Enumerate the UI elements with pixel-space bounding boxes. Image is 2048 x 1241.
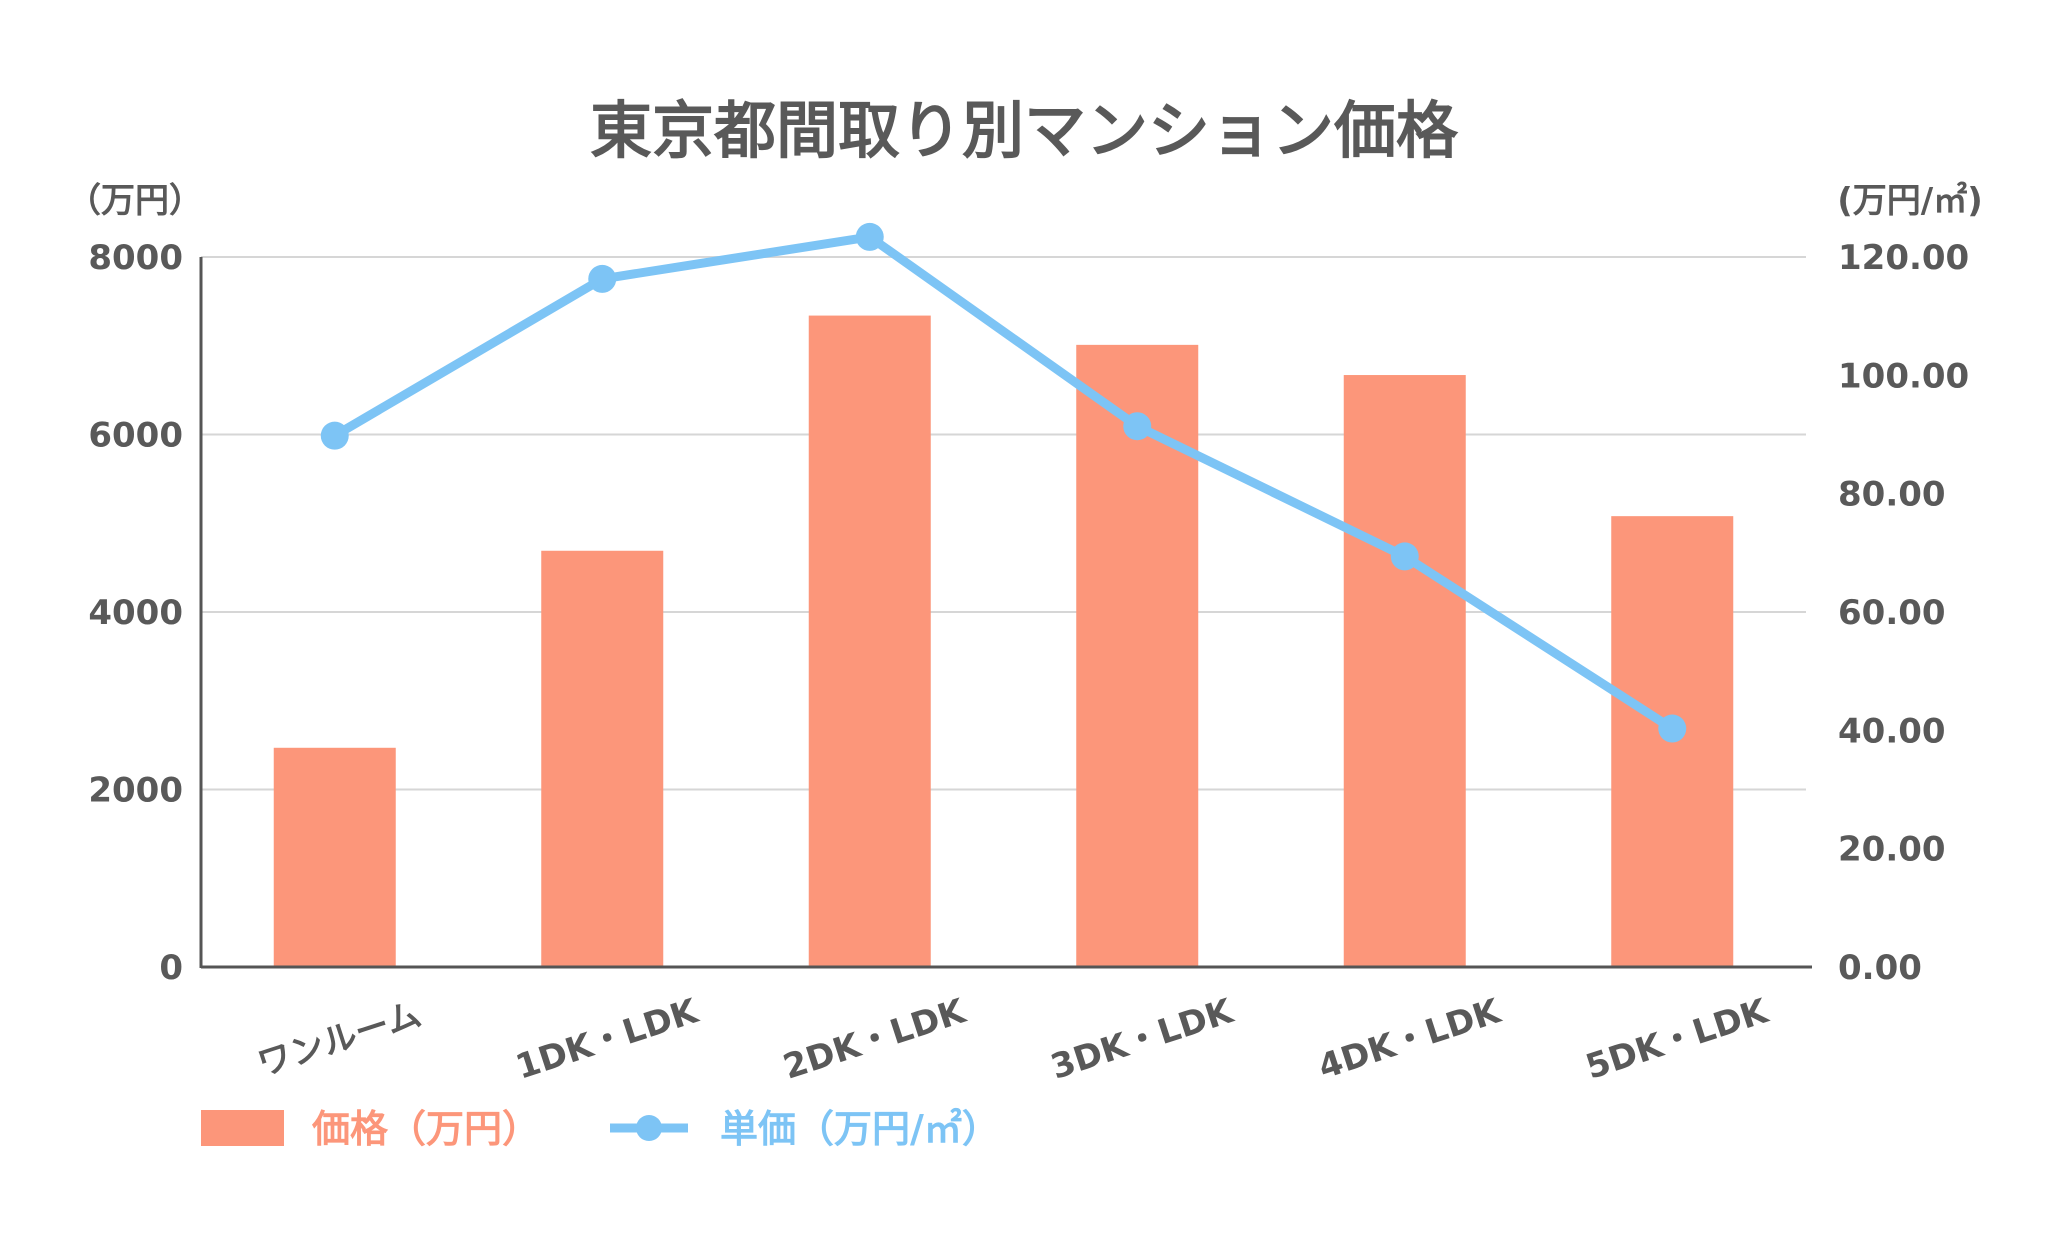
bar-2 [808, 315, 931, 967]
chart-title: 東京都間取り別マンション価格 [590, 94, 1459, 167]
unit-price-point-3 [1123, 412, 1152, 441]
unit-price-point-2 [855, 222, 884, 251]
left-axis-unit: （万円） [67, 181, 203, 221]
right-tick-label: 60.00 [1838, 593, 1946, 633]
right-tick-label: 120.00 [1838, 238, 1969, 278]
unit-price-point-1 [588, 264, 617, 293]
legend: 価格（万円） 単価（万円/㎡） [201, 1107, 1000, 1151]
legend-line-marker [636, 1115, 662, 1141]
x-tick-label: 2DK・LDK [779, 991, 972, 1088]
x-tick-label: ワンルーム [253, 994, 426, 1084]
legend-line-label: 単価（万円/㎡） [720, 1107, 1000, 1151]
x-tick-label: 4DK・LDK [1314, 991, 1507, 1088]
unit-price-line [332, 232, 1675, 733]
x-tick-label: 5DK・LDK [1581, 991, 1774, 1088]
right-tick-label: 0.00 [1838, 948, 1922, 988]
left-tick-label: 8000 [88, 238, 183, 278]
legend-bar-swatch [201, 1110, 284, 1146]
right-tick-label: 100.00 [1838, 356, 1969, 396]
bar-4 [1343, 375, 1466, 968]
x-tick-label: 3DK・LDK [1046, 991, 1239, 1088]
left-tick-label: 6000 [88, 416, 183, 456]
right-axis-unit: (万円/㎡) [1837, 181, 1983, 221]
bar-0 [273, 747, 396, 967]
unit-price-point-5 [1658, 714, 1687, 743]
right-tick-label: 20.00 [1838, 830, 1946, 870]
unit-price-point-4 [1390, 542, 1419, 571]
left-tick-label: 4000 [88, 593, 183, 633]
right-tick-label: 80.00 [1838, 475, 1946, 515]
bar-1 [541, 550, 664, 967]
right-tick-label: 40.00 [1838, 711, 1946, 751]
left-tick-label: 2000 [88, 771, 183, 811]
left-tick-label: 0 [159, 948, 183, 988]
legend-bar-label: 価格（万円） [311, 1107, 540, 1151]
unit-price-point-0 [320, 421, 349, 450]
x-tick-label: 1DK・LDK [511, 991, 704, 1088]
